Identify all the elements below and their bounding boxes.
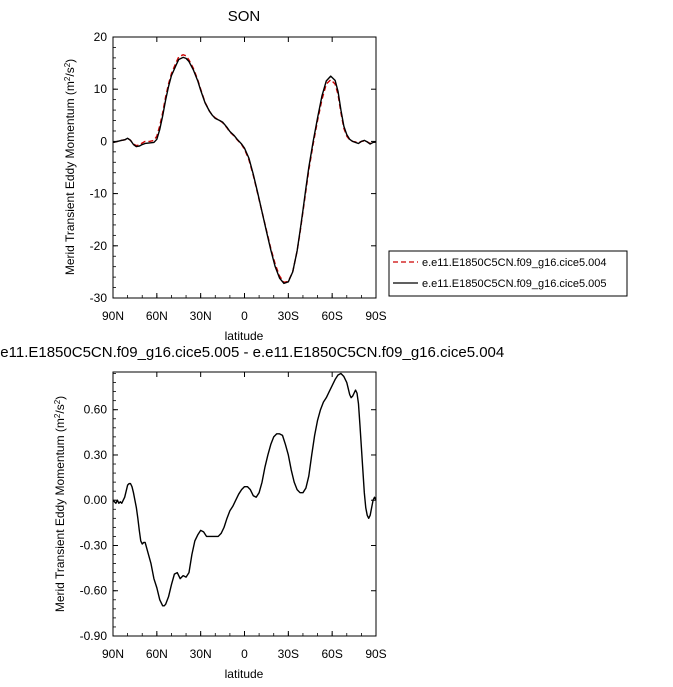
top-x-tick-label: 30N [190,309,212,323]
top-x-tick-label: 90S [365,309,386,323]
bottom-chart-panel: e.e11.E1850C5CN.f09_g16.cice5.005 - e.e1… [0,344,504,681]
top-series-line-2 [112,56,377,285]
top-y-tick-label: 0 [100,134,107,148]
top-x-tick-label: 30S [278,309,299,323]
bottom-chart-frame [112,371,377,637]
bottom-chart-title: e.e11.E1850C5CN.f09_g16.cice5.005 - e.e1… [0,344,504,361]
bottom-y-tick-label: -0.90 [80,629,108,643]
top-y-tick-label: 20 [94,30,108,44]
bottom-chart-ylabel: Merid Transient Eddy Momentum (m2/s2) [53,396,68,612]
top-x-tick-label: 0 [241,309,248,323]
top-y-tick-label: -10 [90,187,108,201]
legend: e.e11.E1850C5CN.f09_g16.cice5.004 e.e11.… [388,250,628,297]
bottom-series-line-1 [112,372,377,607]
top-y-tick-label: 10 [94,82,108,96]
top-chart-xlabel: latitude [225,329,264,343]
bottom-y-tick-label: -0.30 [80,538,108,552]
bottom-y-tick-label: 0.00 [84,493,108,507]
legend-label-series-2: e.e11.E1850C5CN.f09_g16.cice5.005 [422,278,607,290]
bottom-x-tick-label: 90N [102,647,124,661]
legend-box [388,250,628,297]
bottom-x-tick-label: 0 [241,647,248,661]
bottom-y-tick-label: 0.60 [84,403,108,417]
top-chart-panel: SON 90N 60N 30N 0 30S 60S 90S -30 -20 -10 0 10 20 la… [63,8,387,343]
top-x-tick-label: 90N [102,309,124,323]
bottom-y-tick-label: -0.60 [80,584,108,598]
bottom-x-tick-label: 30N [190,647,212,661]
top-x-tick-label: 60N [146,309,168,323]
top-x-tick-label: 60S [321,309,342,323]
top-y-tick-label: -30 [90,291,108,305]
legend-label-series-1: e.e11.E1850C5CN.f09_g16.cice5.004 [422,257,607,269]
bottom-chart-xlabel: latitude [225,667,264,681]
top-chart-title: SON [228,8,261,25]
top-chart-ylabel: Merid Transient Eddy Momentum (m2/s2) [63,59,78,275]
top-chart-frame [112,36,377,299]
bottom-x-tick-label: 90S [365,647,386,661]
bottom-y-tick-label: 0.30 [84,448,108,462]
top-series-line-1 [112,54,377,284]
bottom-x-tick-label: 60S [321,647,342,661]
top-y-tick-label: -20 [90,239,108,253]
bottom-x-tick-label: 30S [278,647,299,661]
bottom-x-tick-label: 60N [146,647,168,661]
